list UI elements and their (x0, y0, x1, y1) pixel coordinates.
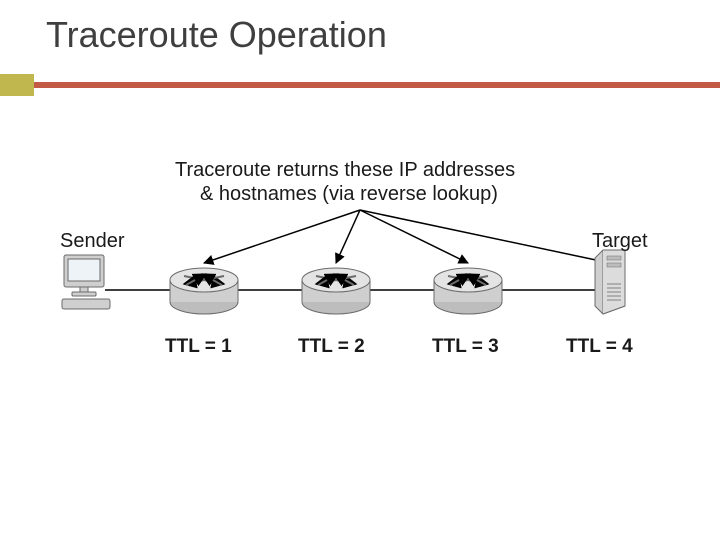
caption-line-2: & hostnames (via reverse lookup) (200, 183, 498, 205)
sender-pc-icon (62, 255, 110, 309)
arrow-4 (360, 210, 610, 263)
target-label: Target (592, 230, 648, 253)
router-icon-2 (302, 268, 370, 314)
arrow-2 (336, 210, 360, 263)
arrow-3 (360, 210, 468, 263)
ttl-label-2: TTL = 2 (298, 336, 365, 358)
sender-label: Sender (60, 230, 125, 253)
ttl-label-3: TTL = 3 (432, 336, 499, 358)
arrow-1 (204, 210, 360, 263)
target-server-icon (595, 250, 625, 314)
slide-title: Traceroute Operation (46, 14, 387, 56)
rule-accent-box (0, 74, 34, 96)
rule-line (34, 82, 720, 88)
ttl-label-4: TTL = 4 (566, 336, 633, 358)
router-icon-1 (170, 268, 238, 314)
network-diagram: Traceroute returns these IP addresses& h… (50, 160, 680, 360)
title-rule (0, 74, 720, 96)
slide: Traceroute Operation Traceroute returns … (0, 0, 720, 540)
router-icon-3 (434, 268, 502, 314)
ttl-label-1: TTL = 1 (165, 336, 232, 358)
caption-line-1: Traceroute returns these IP addresses (175, 160, 515, 181)
